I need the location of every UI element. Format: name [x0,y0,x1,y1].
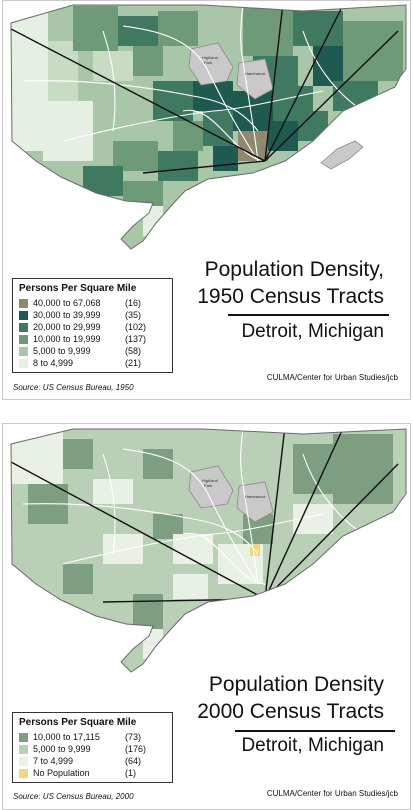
map-title-line-1: Population Density, [204,258,384,281]
legend-title: Persons Per Square Mile [19,283,137,294]
svg-text:Highland: Highland [202,478,218,483]
legend-range: 7 to 4,999 [33,756,74,766]
legend-range: 5,000 to 9,999 [33,346,91,356]
legend-item: 10,000 to 19,999 (137) [19,333,166,345]
legend-swatch [19,334,28,344]
legend-range: 8 to 4,999 [33,358,74,368]
legend-swatch [19,358,28,368]
legend-count: (137) [125,334,147,344]
legend-swatch [19,732,28,742]
map-title-line-1: Population Density [208,673,384,696]
map-legend: Persons Per Square Mile 10,000 to 17,115… [12,712,173,783]
legend-swatch [19,310,28,320]
legend-item: 30,000 to 39,999 (35) [19,309,166,321]
map-panel-1950: Highland Park Hamtramck Population Densit… [2,0,411,400]
legend-count: (64) [125,756,142,766]
legend-item: 40,000 to 67,068 (16) [19,297,166,309]
svg-text:Hamtramck: Hamtramck [245,494,265,499]
svg-text:Park: Park [204,483,212,488]
legend-range: 40,000 to 67,068 [33,298,101,308]
legend-item: 20,000 to 29,999 (102) [19,321,166,333]
legend-swatch [19,768,28,778]
svg-text:Park: Park [204,60,212,65]
legend-count: (16) [125,298,142,308]
title-divider [235,730,395,732]
source-note: Source: US Census Bureau, 1950 [13,383,134,392]
credit-text: CULMA/Center for Urban Studies/jcb [266,789,398,798]
legend-range: 30,000 to 39,999 [33,310,101,320]
source-note: Source: US Census Bureau, 2000 [13,792,134,801]
legend-count: (58) [125,346,142,356]
legend-rows: 40,000 to 67,068 (16) 30,000 to 39,999 (35)… [19,297,166,369]
legend-range: 10,000 to 19,999 [33,334,101,344]
legend-item: 5,000 to 9,999 (176) [19,743,166,755]
legend-swatch [19,744,28,754]
legend-item: 7 to 4,999 (64) [19,755,166,767]
map-subtitle: Detroit, Michigan [241,735,384,756]
legend-swatch [19,346,28,356]
map-title-line-2: 2000 Census Tracts [197,700,384,723]
legend-item: 10,000 to 17,115 (73) [19,731,166,743]
map-legend: Persons Per Square Mile 40,000 to 67,068… [12,278,173,373]
legend-count: (102) [125,322,147,332]
legend-range: 5,000 to 9,999 [33,744,91,754]
legend-count: (73) [125,732,142,742]
map-title: Population Density 2000 Census Tracts [197,671,384,725]
title-divider [228,314,389,316]
legend-swatch [19,322,28,332]
legend-item: 5,000 to 9,999 (58) [19,345,166,357]
legend-count: (176) [125,744,147,754]
legend-count: (21) [125,358,142,368]
legend-title: Persons Per Square Mile [19,717,137,728]
legend-range: No Population [33,768,90,778]
svg-text:Highland: Highland [202,55,218,60]
legend-rows: 10,000 to 17,115 (73) 5,000 to 9,999 (176) 7… [19,731,166,779]
legend-item: 8 to 4,999 (21) [19,357,166,369]
legend-item: No Population (1) [19,767,166,779]
svg-text:Hamtramck: Hamtramck [245,71,265,76]
map-title: Population Density, 1950 Census Tracts [197,256,384,310]
credit-text: CULMA/Center for Urban Studies/jcb [266,373,398,382]
legend-swatch [19,756,28,766]
legend-count: (35) [125,310,142,320]
legend-count: (1) [125,768,136,778]
map-panel-2000: Highland Park Hamtramck Population Densit… [2,423,411,810]
legend-swatch [19,298,28,308]
map-title-line-2: 1950 Census Tracts [197,285,384,308]
map-subtitle: Detroit, Michigan [241,321,384,342]
legend-range: 20,000 to 29,999 [33,322,101,332]
legend-range: 10,000 to 17,115 [33,732,100,742]
